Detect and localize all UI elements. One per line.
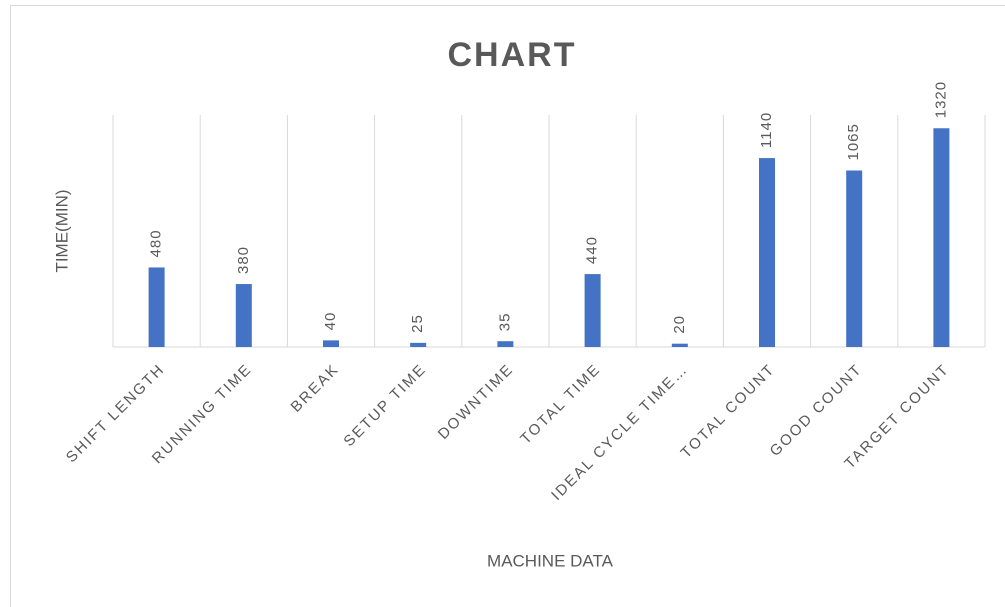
data-label: 40 bbox=[322, 312, 339, 331]
bar bbox=[846, 170, 863, 347]
data-label: 440 bbox=[584, 236, 601, 264]
data-label: 1140 bbox=[758, 112, 775, 148]
data-label: 35 bbox=[496, 313, 513, 332]
bar bbox=[323, 340, 339, 347]
chart-frame bbox=[10, 5, 1005, 607]
bar bbox=[584, 274, 601, 347]
bar bbox=[933, 128, 950, 347]
data-label: 380 bbox=[235, 246, 252, 274]
bar bbox=[235, 284, 252, 347]
x-axis-label: MACHINE DATA bbox=[487, 551, 614, 570]
chart-title: CHART bbox=[448, 36, 577, 74]
data-label: 1320 bbox=[932, 81, 949, 118]
y-axis-label: TIME(MIN) bbox=[52, 189, 71, 272]
bar bbox=[497, 341, 514, 347]
data-label: 20 bbox=[671, 315, 688, 334]
data-label: 1065 bbox=[845, 123, 862, 160]
bar bbox=[759, 158, 775, 347]
bar bbox=[148, 267, 165, 347]
bar bbox=[671, 343, 688, 347]
bar bbox=[410, 342, 427, 347]
data-label: 480 bbox=[148, 229, 165, 257]
data-label: 25 bbox=[409, 314, 426, 333]
